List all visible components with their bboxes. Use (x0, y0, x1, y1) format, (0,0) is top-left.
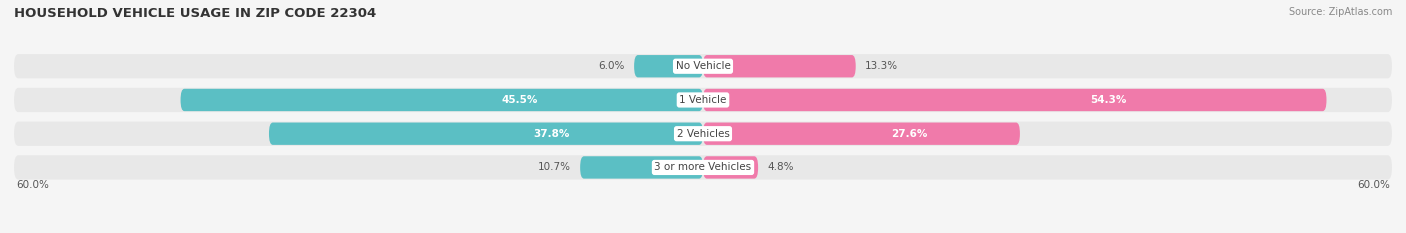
Text: HOUSEHOLD VEHICLE USAGE IN ZIP CODE 22304: HOUSEHOLD VEHICLE USAGE IN ZIP CODE 2230… (14, 7, 377, 20)
Text: 2 Vehicles: 2 Vehicles (676, 129, 730, 139)
Text: 10.7%: 10.7% (538, 162, 571, 172)
FancyBboxPatch shape (703, 89, 1326, 111)
Text: 13.3%: 13.3% (865, 61, 898, 71)
FancyBboxPatch shape (703, 55, 856, 77)
FancyBboxPatch shape (14, 122, 1392, 146)
Text: 27.6%: 27.6% (891, 129, 927, 139)
Text: 4.8%: 4.8% (768, 162, 794, 172)
FancyBboxPatch shape (634, 55, 703, 77)
Text: 45.5%: 45.5% (502, 95, 538, 105)
FancyBboxPatch shape (14, 88, 1392, 112)
FancyBboxPatch shape (180, 89, 703, 111)
Text: 60.0%: 60.0% (1357, 180, 1389, 190)
Text: 1 Vehicle: 1 Vehicle (679, 95, 727, 105)
Text: No Vehicle: No Vehicle (675, 61, 731, 71)
FancyBboxPatch shape (703, 123, 1019, 145)
Text: Source: ZipAtlas.com: Source: ZipAtlas.com (1288, 7, 1392, 17)
FancyBboxPatch shape (14, 155, 1392, 180)
Text: 54.3%: 54.3% (1090, 95, 1126, 105)
Text: 37.8%: 37.8% (533, 129, 569, 139)
FancyBboxPatch shape (703, 156, 758, 179)
FancyBboxPatch shape (269, 123, 703, 145)
FancyBboxPatch shape (14, 54, 1392, 78)
FancyBboxPatch shape (581, 156, 703, 179)
Text: 6.0%: 6.0% (599, 61, 624, 71)
Text: 60.0%: 60.0% (17, 180, 49, 190)
Text: 3 or more Vehicles: 3 or more Vehicles (654, 162, 752, 172)
